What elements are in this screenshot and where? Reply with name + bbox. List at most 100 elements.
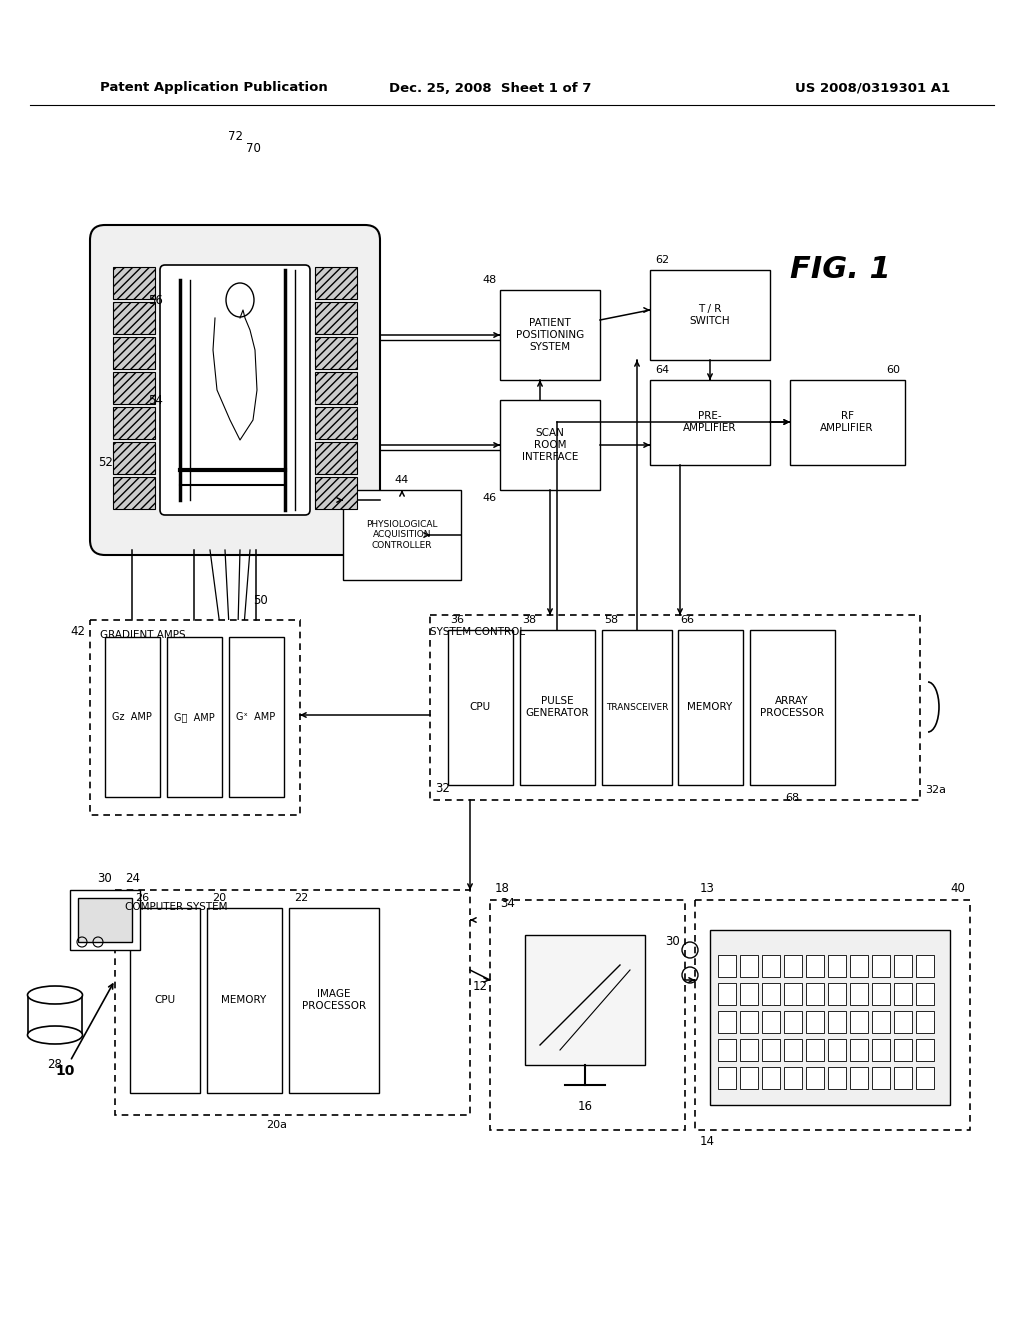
Text: Gᴢ  AMP: Gᴢ AMP — [112, 711, 152, 722]
Text: Dec. 25, 2008  Sheet 1 of 7: Dec. 25, 2008 Sheet 1 of 7 — [389, 82, 591, 95]
Bar — [113, 407, 155, 440]
Bar — [113, 267, 155, 300]
Text: 60: 60 — [886, 366, 900, 375]
Bar — [113, 477, 155, 510]
Bar — [806, 983, 824, 1005]
Bar — [750, 630, 835, 785]
Text: 24: 24 — [125, 873, 140, 884]
Text: Patent Application Publication: Patent Application Publication — [100, 82, 328, 95]
Text: 30: 30 — [665, 935, 680, 948]
Text: 40: 40 — [950, 882, 965, 895]
Bar — [315, 477, 357, 510]
Text: 38: 38 — [522, 615, 537, 624]
Text: 26: 26 — [135, 894, 150, 903]
Bar — [520, 630, 595, 785]
Bar — [784, 1039, 802, 1061]
Text: 18: 18 — [495, 882, 510, 895]
Text: 56: 56 — [148, 293, 163, 306]
Text: 52: 52 — [98, 455, 113, 469]
Text: 54: 54 — [148, 393, 163, 407]
Bar — [695, 900, 970, 1130]
Text: 28: 28 — [47, 1059, 62, 1071]
Bar — [650, 271, 770, 360]
Text: PHYSIOLOGICAL
ACQUISITION
CONTROLLER: PHYSIOLOGICAL ACQUISITION CONTROLLER — [367, 520, 437, 550]
Bar — [828, 1039, 846, 1061]
Bar — [762, 983, 780, 1005]
Bar — [784, 983, 802, 1005]
Text: 32: 32 — [435, 781, 450, 795]
Bar — [113, 337, 155, 370]
Bar — [315, 302, 357, 334]
Text: MEMORY: MEMORY — [687, 702, 732, 711]
Text: CPU: CPU — [469, 702, 490, 711]
Bar — [740, 1039, 758, 1061]
Bar — [850, 1039, 868, 1061]
Bar — [740, 983, 758, 1005]
Ellipse shape — [28, 1026, 83, 1044]
Text: 16: 16 — [578, 1100, 593, 1113]
Bar — [207, 908, 282, 1093]
Text: 30: 30 — [97, 873, 113, 884]
Bar — [315, 407, 357, 440]
Bar — [850, 1011, 868, 1034]
Text: 12: 12 — [472, 979, 487, 993]
Text: T / R
SWITCH: T / R SWITCH — [690, 304, 730, 326]
Bar — [113, 442, 155, 474]
Bar — [916, 1011, 934, 1034]
Bar — [105, 638, 160, 797]
Bar — [828, 983, 846, 1005]
Bar — [828, 1067, 846, 1089]
Text: 22: 22 — [294, 894, 308, 903]
Bar — [784, 1011, 802, 1034]
Text: US 2008/0319301 A1: US 2008/0319301 A1 — [795, 82, 950, 95]
Bar — [806, 1011, 824, 1034]
Text: FIG. 1: FIG. 1 — [790, 256, 891, 285]
Text: RF
AMPLIFIER: RF AMPLIFIER — [820, 412, 873, 433]
Bar — [78, 898, 132, 942]
Bar — [762, 1011, 780, 1034]
Bar — [894, 1011, 912, 1034]
Bar — [850, 1067, 868, 1089]
Bar — [872, 1011, 890, 1034]
Bar — [850, 983, 868, 1005]
Bar — [872, 954, 890, 977]
Bar — [784, 1067, 802, 1089]
Bar — [113, 372, 155, 404]
Bar — [916, 954, 934, 977]
Text: MEMORY: MEMORY — [221, 995, 266, 1005]
Text: 46: 46 — [483, 492, 497, 503]
Bar — [872, 983, 890, 1005]
Bar — [449, 630, 513, 785]
Text: 44: 44 — [395, 475, 410, 484]
Text: Gˣ  AMP: Gˣ AMP — [237, 711, 275, 722]
Bar — [740, 1011, 758, 1034]
Text: 20: 20 — [212, 894, 226, 903]
Text: 36: 36 — [450, 615, 464, 624]
Text: 70: 70 — [246, 141, 261, 154]
Bar — [894, 1039, 912, 1061]
Bar — [650, 380, 770, 465]
Bar — [490, 900, 685, 1130]
Bar — [762, 954, 780, 977]
Text: GRADIENT AMPS: GRADIENT AMPS — [100, 630, 185, 640]
Bar — [430, 615, 920, 800]
Bar — [678, 630, 743, 785]
Bar — [90, 620, 300, 814]
Bar — [806, 954, 824, 977]
Bar — [850, 954, 868, 977]
Bar — [718, 1011, 736, 1034]
Text: 64: 64 — [655, 366, 669, 375]
Text: 14: 14 — [700, 1135, 715, 1148]
Bar — [916, 1039, 934, 1061]
Bar — [130, 908, 200, 1093]
Bar — [828, 1011, 846, 1034]
Bar — [828, 954, 846, 977]
Bar — [229, 638, 284, 797]
Text: PRE-
AMPLIFIER: PRE- AMPLIFIER — [683, 412, 736, 433]
Text: 62: 62 — [655, 255, 669, 265]
Bar — [762, 1039, 780, 1061]
Bar — [916, 983, 934, 1005]
Text: SCAN
ROOM
INTERFACE: SCAN ROOM INTERFACE — [522, 429, 579, 462]
Text: PATIENT
POSITIONING
SYSTEM: PATIENT POSITIONING SYSTEM — [516, 318, 584, 351]
Text: 72: 72 — [228, 131, 243, 144]
